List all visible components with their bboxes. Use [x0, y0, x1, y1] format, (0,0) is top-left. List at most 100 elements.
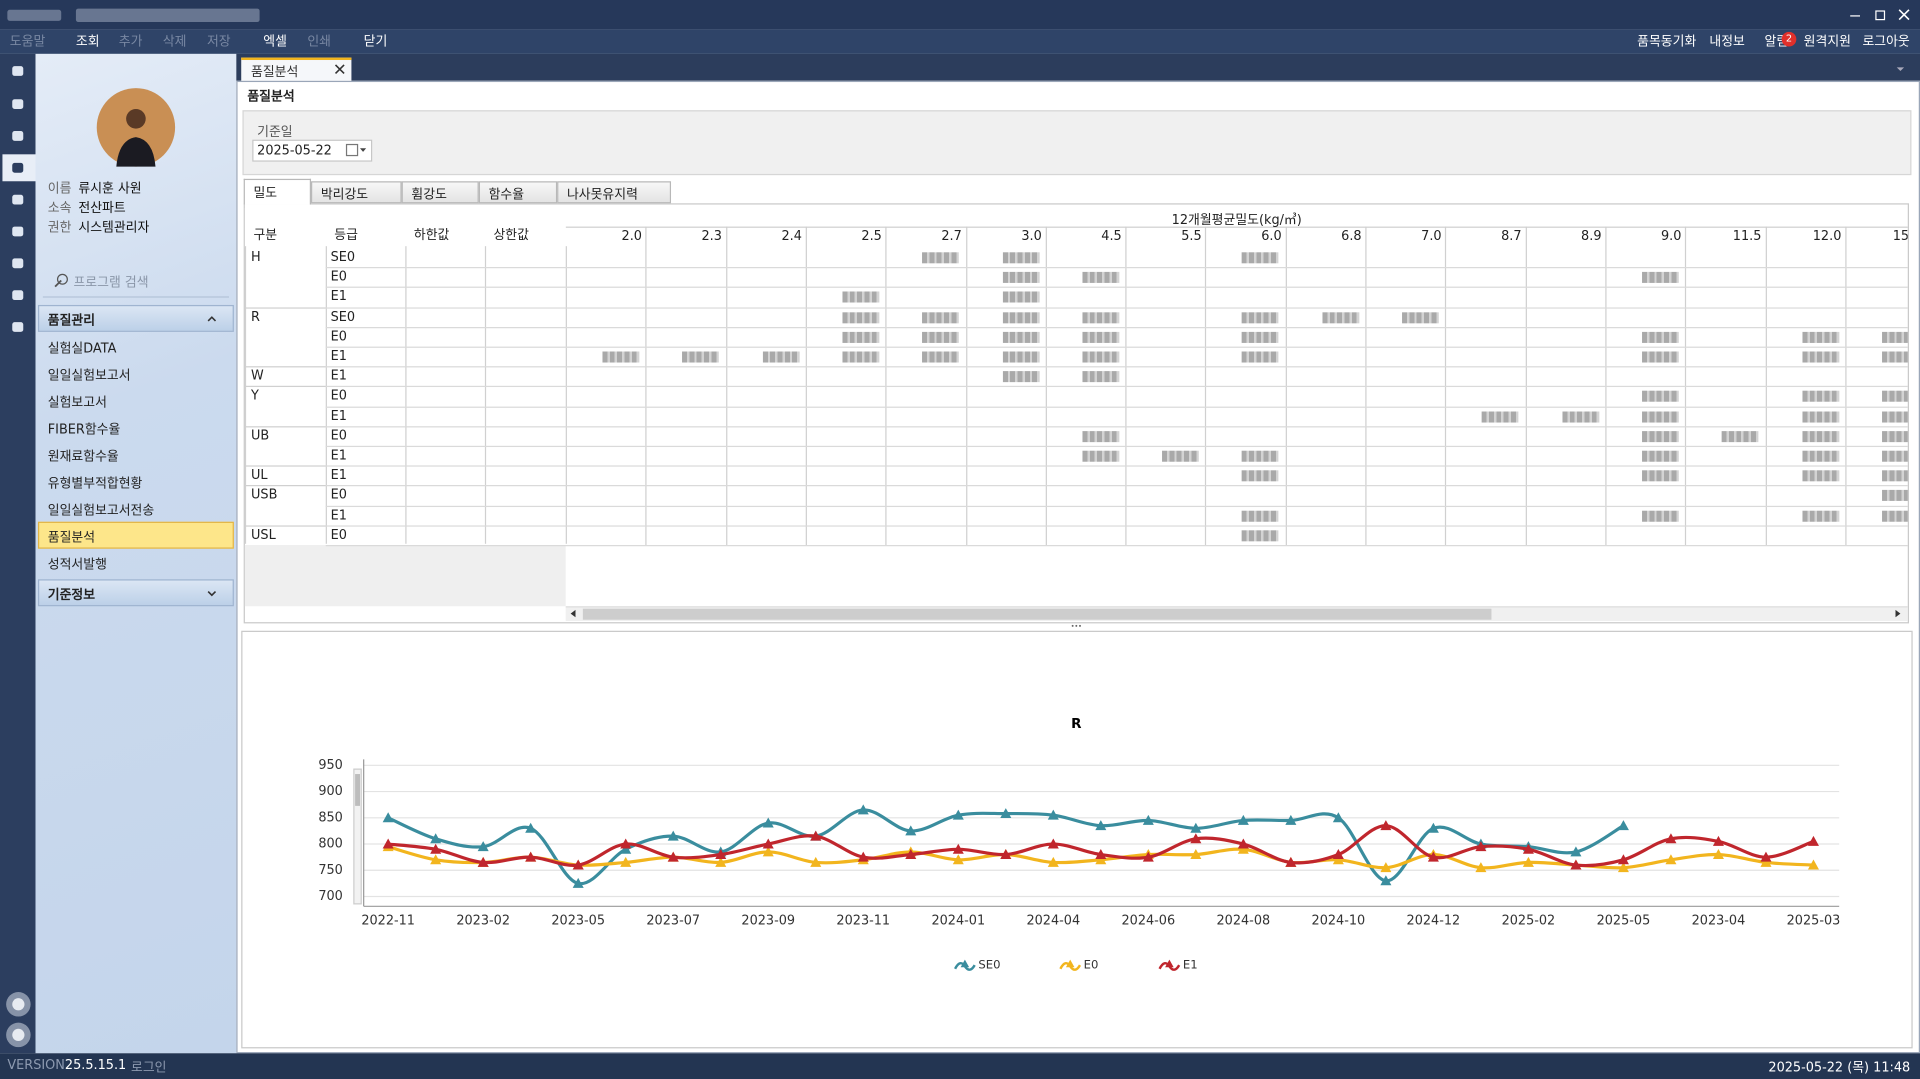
scroll-left [570, 609, 576, 618]
data-point [952, 843, 964, 854]
column-line [1045, 226, 1047, 546]
x-tick-label: 2023-11 [836, 914, 890, 929]
data-point [1665, 833, 1677, 844]
menu-bar [0, 29, 1920, 54]
x-tick-label: 2024-10 [1312, 914, 1366, 929]
menu-item[interactable]: 저장 [206, 34, 231, 49]
row-grade: SE0 [330, 309, 356, 325]
data-point [382, 838, 394, 849]
nav-item[interactable]: 일일실험보고서전송 [47, 503, 155, 519]
sub-tab[interactable] [557, 181, 672, 204]
blurred-cell [1082, 450, 1119, 462]
x-tick-label: 2025-05 [1597, 914, 1651, 929]
blurred-cell [1881, 351, 1908, 363]
row-group: Y [251, 388, 259, 404]
data-point [1380, 862, 1392, 873]
nav-item[interactable]: 실험실DATA [47, 341, 117, 357]
menu-item[interactable]: 삭제 [162, 34, 187, 49]
menu-item[interactable]: 인쇄 [307, 34, 332, 49]
y-tick-label: 750 [318, 863, 343, 878]
row-grade: E1 [330, 448, 347, 463]
sub-tab[interactable] [311, 181, 402, 204]
nav-section[interactable] [37, 579, 234, 607]
menu-item[interactable]: 조회 [75, 34, 100, 49]
row-grade: SE0 [330, 249, 356, 265]
row-grade: E0 [330, 269, 347, 285]
group-line [244, 386, 326, 388]
series-line [387, 808, 1625, 886]
data-point [1190, 849, 1202, 859]
y-tick-label: 850 [318, 810, 343, 825]
data-point [1570, 859, 1582, 870]
nav-item[interactable]: 유형별부적합현황 [47, 476, 143, 492]
nav-item[interactable]: 원재료함수율 [47, 449, 119, 465]
density-column-header: 2.7 [941, 229, 962, 244]
sub-tab[interactable] [401, 181, 479, 204]
date-input[interactable] [252, 139, 373, 162]
status-bar [0, 1053, 1920, 1079]
data-point [810, 830, 822, 841]
density-column-header: 12.0 [1812, 229, 1842, 244]
nav-item[interactable]: 실험보고서 [47, 395, 107, 411]
row-line [325, 545, 1908, 547]
menu-item[interactable]: 엑셀 [263, 34, 287, 49]
data-point [1190, 833, 1202, 844]
column-line [325, 246, 327, 544]
blurred-cell [1242, 470, 1279, 482]
menu-link[interactable]: 로그아웃 [1862, 34, 1910, 49]
row-line [325, 406, 1908, 408]
nav-section-title: 기준정보 [47, 587, 96, 603]
data-point [1570, 846, 1582, 857]
search-box[interactable]: 프로그램 검색 [73, 275, 149, 291]
column-line [1845, 226, 1847, 546]
data-point [430, 833, 442, 844]
x-tick-label: 2023-05 [551, 914, 605, 929]
menu-item[interactable]: 도움말 [9, 34, 46, 49]
blurred-cell [1801, 391, 1839, 403]
blurred-cell [1881, 450, 1908, 462]
data-point [430, 843, 442, 854]
menu-link[interactable]: 내정보 [1709, 34, 1745, 49]
h-scroll-thumb[interactable] [582, 608, 1492, 620]
data-point [1285, 814, 1297, 825]
x-tick-label: 2023-09 [741, 914, 795, 929]
chevron [207, 316, 217, 322]
version-label: VERSION [7, 1058, 65, 1073]
data-point [810, 856, 822, 867]
profile-label: 이름 [47, 181, 72, 196]
filter-panel [242, 110, 1912, 176]
data-point [1522, 856, 1534, 867]
row-line [325, 525, 1908, 527]
blurred-cell [922, 331, 960, 343]
data-point [1095, 820, 1107, 831]
nav-section[interactable] [37, 304, 234, 332]
blurred-cell [922, 252, 960, 264]
density-column-header: 3.0 [1021, 229, 1042, 244]
sidebar [35, 53, 237, 1054]
data-point [1712, 849, 1724, 859]
legend-label: E1 [1183, 958, 1198, 972]
chart-panel [241, 630, 1913, 1049]
data-point [857, 851, 869, 862]
sub-tab[interactable] [478, 181, 558, 204]
column-header: 등급 [334, 227, 358, 243]
menu-link[interactable]: 품목동기화 [1637, 34, 1697, 49]
blurred-cell [1242, 252, 1279, 264]
nav-item[interactable]: 일일실험보고서 [47, 368, 131, 384]
data-point [1332, 812, 1344, 823]
nav-item[interactable]: 성적서발행 [47, 557, 107, 572]
menu-item[interactable]: 닫기 [363, 34, 388, 49]
row-line [325, 366, 1908, 368]
menu-link[interactable]: 원격지원 [1803, 34, 1851, 49]
blurred-cell [1641, 272, 1679, 284]
blurred-cell [1481, 411, 1519, 423]
document-tab[interactable] [241, 57, 352, 81]
sub-tab[interactable] [243, 178, 312, 205]
blurred-cell [1721, 430, 1759, 442]
column-line [484, 246, 487, 544]
nav-item[interactable]: 품질분석 [47, 530, 96, 546]
density-column-header: 5.5 [1181, 229, 1202, 244]
menu-item[interactable]: 추가 [118, 34, 143, 49]
nav-item[interactable]: FIBER함수율 [47, 422, 121, 438]
